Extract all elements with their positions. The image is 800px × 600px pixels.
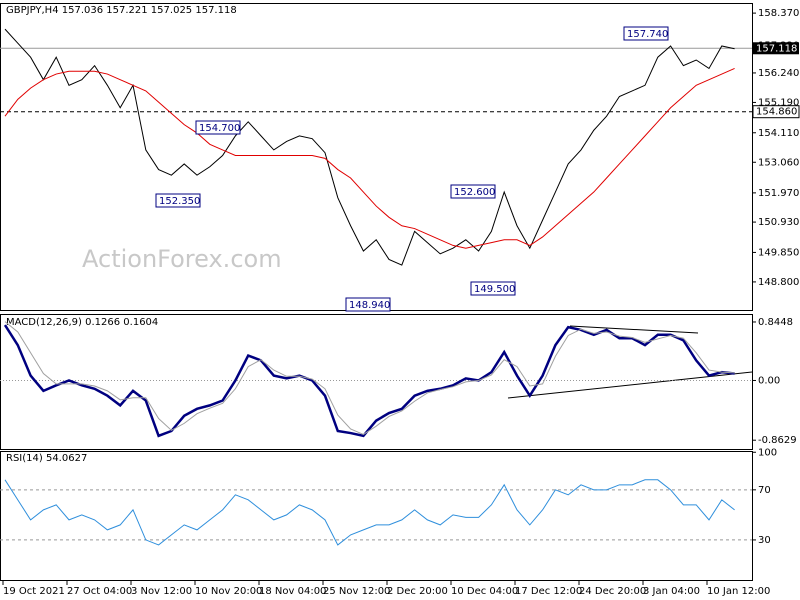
annotation-box <box>345 297 391 312</box>
y-tick-label: 155.190 <box>758 97 799 108</box>
annotation-box <box>623 26 669 41</box>
series-line <box>4 479 735 546</box>
rsi-panel <box>0 451 753 581</box>
annotation: 152.350 <box>159 196 200 207</box>
annotation: 149.500 <box>474 284 515 295</box>
y-tick-label: -0.8629 <box>758 435 797 446</box>
annotation: 152.600 <box>454 187 495 198</box>
annotation-box <box>195 120 241 135</box>
annotation: 157.740 <box>627 29 668 40</box>
y-tick-label: 150.930 <box>758 217 799 228</box>
price-title: GBPJPY,H4 157.036 157.221 157.025 157.11… <box>6 5 237 16</box>
x-tick-label: 10 Jan 12:00 <box>707 586 770 597</box>
trendline <box>569 325 699 334</box>
annotation-box <box>450 184 496 199</box>
y-tick-label: 156.240 <box>758 68 799 79</box>
x-tick-label: 27 Oct 04:00 <box>67 586 132 597</box>
y-tick-label: 0.8448 <box>758 317 793 328</box>
y-tick-label: 100 <box>758 447 777 458</box>
x-tick-label: 18 Nov 04:00 <box>259 586 326 597</box>
level-label-box <box>752 105 800 119</box>
x-tick-label: 25 Nov 12:00 <box>323 586 390 597</box>
y-tick-label: 154.110 <box>758 128 799 139</box>
macd-title: MACD(12,26,9) 0.1266 0.1604 <box>6 317 158 328</box>
last-price-label: 157.118 <box>756 43 797 54</box>
series-line <box>4 28 735 266</box>
level-label: 154.860 <box>756 107 797 118</box>
annotation-box <box>470 281 516 296</box>
y-tick-label: 149.850 <box>758 247 799 258</box>
x-tick-label: 24 Dec 20:00 <box>579 586 646 597</box>
annotation: 154.700 <box>199 123 240 134</box>
y-tick-label: 153.060 <box>758 157 799 168</box>
y-tick-label: 151.970 <box>758 188 799 199</box>
x-tick-label: 10 Nov 20:00 <box>195 586 262 597</box>
macd-panel <box>0 314 753 450</box>
x-tick-label: 10 Dec 04:00 <box>451 586 518 597</box>
x-tick-label: 2 Dec 20:00 <box>387 586 448 597</box>
x-tick-label: 3 Nov 12:00 <box>131 586 192 597</box>
annotation-box <box>155 193 201 208</box>
rsi-title: RSI(14) 54.0627 <box>6 453 87 464</box>
watermark: ActionForex.com <box>82 245 282 273</box>
annotation: 148.940 <box>349 300 390 311</box>
y-tick-label: 70 <box>758 485 771 496</box>
x-tick-label: 17 Dec 12:00 <box>515 586 582 597</box>
last-price-box <box>753 42 799 55</box>
series-line <box>4 67 735 249</box>
y-tick-label: 30 <box>758 535 771 546</box>
trendline <box>507 371 753 399</box>
x-tick-label: 19 Oct 2021 <box>3 586 65 597</box>
y-tick-label: 148.800 <box>758 277 799 288</box>
y-tick-label: 158.370 <box>758 8 799 19</box>
series-line <box>4 321 735 436</box>
y-tick-label: 0.00 <box>758 375 780 386</box>
x-tick-label: 3 Jan 04:00 <box>643 586 700 597</box>
